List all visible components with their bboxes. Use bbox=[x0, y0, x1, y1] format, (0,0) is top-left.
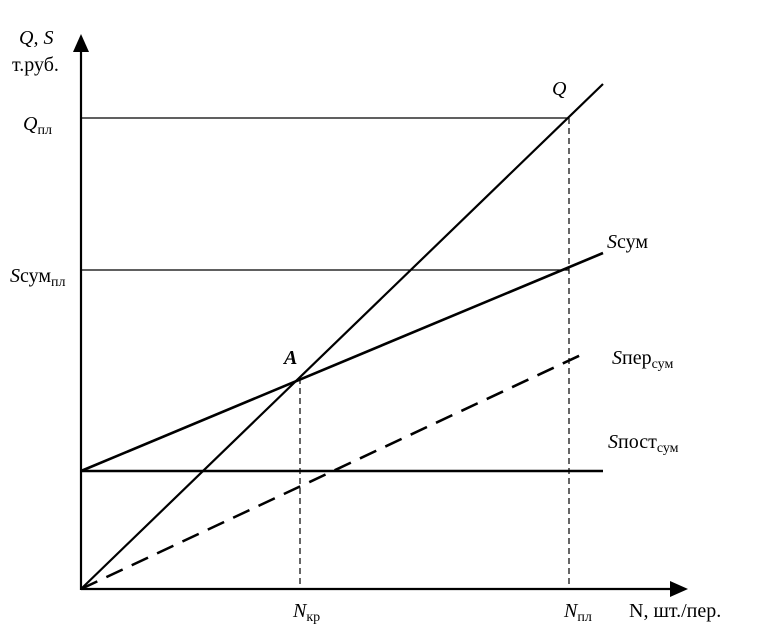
s-per-line-label: Sперсум bbox=[612, 347, 673, 372]
n-pl-tick-label: Nпл bbox=[563, 600, 592, 625]
s-total-cost-line bbox=[80, 251, 604, 473]
q-line-label: Q bbox=[552, 78, 567, 100]
y-axis-label-line2: т.руб. bbox=[12, 54, 59, 76]
y-axis-label-line1: Q, S bbox=[19, 27, 53, 49]
s-post-line-label: Sпостсум bbox=[608, 431, 679, 456]
s-sum-pl-tick-label: Sсумпл bbox=[10, 265, 66, 290]
q-pl-tick-label: Qпл bbox=[23, 113, 52, 138]
s-variable-cost-line bbox=[80, 351, 586, 591]
x-axis-label: N, шт./пер. bbox=[629, 600, 721, 622]
s-sum-line-label: Sсум bbox=[607, 231, 648, 253]
y-axis-arrow bbox=[73, 34, 89, 52]
q-revenue-line bbox=[80, 83, 604, 590]
n-kr-tick-label: Nкр bbox=[292, 600, 320, 625]
x-axis-arrow bbox=[670, 581, 688, 597]
break-even-point-label: A bbox=[282, 347, 297, 369]
